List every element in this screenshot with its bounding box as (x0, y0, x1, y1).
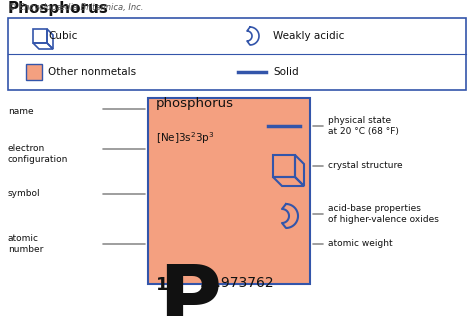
Text: electron
configuration: electron configuration (8, 144, 68, 164)
Bar (148, 98, 310, 284)
Text: 15: 15 (156, 276, 181, 294)
Bar (26, 64, 42, 80)
Text: 30.973762: 30.973762 (200, 276, 274, 290)
Text: Solid: Solid (273, 67, 299, 77)
Text: Other nonmetals: Other nonmetals (48, 67, 136, 77)
Text: atomic
number: atomic number (8, 234, 44, 254)
Bar (8, 18, 466, 90)
Text: crystal structure: crystal structure (328, 161, 402, 171)
Text: Cubic: Cubic (48, 31, 77, 41)
Text: name: name (8, 107, 34, 117)
Text: © Encyclopædia Britannica, Inc.: © Encyclopædia Britannica, Inc. (8, 3, 143, 12)
Text: atomic weight: atomic weight (328, 240, 392, 248)
Text: phosphorus: phosphorus (156, 97, 234, 110)
Text: Phosphorus: Phosphorus (8, 1, 109, 16)
Text: $\rm [Ne]3s^23p^3$: $\rm [Ne]3s^23p^3$ (156, 130, 215, 146)
Text: symbol: symbol (8, 190, 41, 198)
Text: P: P (158, 262, 221, 316)
Text: Weakly acidic: Weakly acidic (273, 31, 345, 41)
Text: physical state
at 20 °C (68 °F): physical state at 20 °C (68 °F) (328, 116, 399, 136)
Text: acid-base properties
of higher-valence oxides: acid-base properties of higher-valence o… (328, 204, 439, 224)
